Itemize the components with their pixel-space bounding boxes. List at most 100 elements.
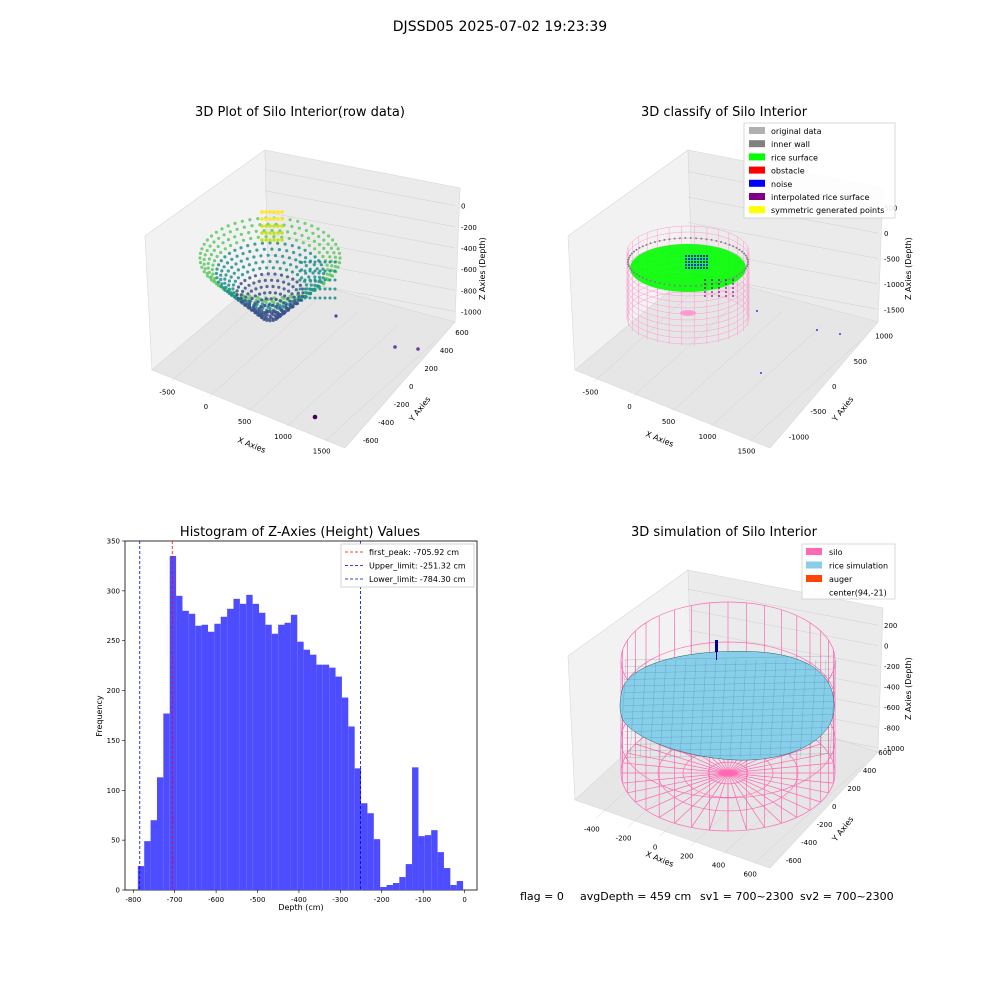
raw-point <box>308 296 312 300</box>
raw-point <box>325 272 329 276</box>
grid-line <box>687 588 879 626</box>
mesh-line <box>789 659 797 759</box>
raw-point <box>294 258 298 262</box>
raw-point <box>290 292 294 296</box>
panel-histogram-title: Histogram of Z-Axies (Height) Values <box>180 525 420 540</box>
inner-wall-point <box>627 263 630 266</box>
raw-point <box>271 313 275 317</box>
y-tick-label: 300 <box>107 587 120 595</box>
mesh-line <box>639 659 647 759</box>
silo-floor-ring <box>707 761 749 785</box>
raw-point <box>210 268 214 272</box>
raw-point <box>202 270 206 274</box>
raw-point <box>203 267 207 271</box>
outlier-point <box>334 314 338 318</box>
legend-swatch <box>806 575 822 582</box>
raw-point <box>300 233 304 238</box>
raw-point <box>259 305 264 309</box>
panel-histogram: Histogram of Z-Axies (Height) Values -80… <box>95 525 478 912</box>
sv1-text: sv1 = 700~2300 <box>700 890 794 903</box>
raw-point <box>224 273 228 277</box>
raw-point <box>254 229 258 233</box>
inner-wall-point <box>738 248 741 251</box>
grid-line <box>687 222 879 259</box>
raw-point <box>231 291 236 295</box>
raw-point <box>298 278 302 282</box>
inner-wall-point <box>630 269 633 272</box>
legend-box <box>743 122 896 219</box>
raw-point <box>273 291 277 295</box>
raw-point <box>230 257 234 261</box>
raw-point <box>303 296 307 300</box>
raw-point <box>321 267 325 271</box>
legend: first_peak: -705.92 cm Upper_limit: -251.… <box>340 543 475 588</box>
noise-point <box>694 255 696 257</box>
inner-wall-point <box>746 256 748 259</box>
raw-point <box>253 294 257 298</box>
interpolated-point <box>704 279 706 281</box>
legend-swatch <box>806 561 822 569</box>
raw-point <box>243 278 247 283</box>
inner-wall-point <box>632 250 635 253</box>
noise-point <box>700 261 702 263</box>
raw-point <box>265 284 269 289</box>
raw-point <box>241 252 245 256</box>
y-tick-labels: -1000 -500 0 500 1000 <box>789 333 893 442</box>
noise-point <box>700 255 702 257</box>
raw-point <box>225 261 230 265</box>
y-tick-labels: -600 -400 -200 0 200 400 600 <box>786 749 892 865</box>
raw-point <box>233 221 237 225</box>
raw-point <box>220 282 224 286</box>
raw-point <box>198 256 202 260</box>
raw-point-cloud <box>198 210 342 323</box>
legend-swatch <box>749 206 765 214</box>
raw-point <box>318 269 322 273</box>
histogram-bar <box>412 767 419 890</box>
mesh-line <box>799 659 807 759</box>
raw-point <box>318 296 322 300</box>
raw-point <box>243 298 247 303</box>
mesh-line <box>749 659 757 759</box>
y-tick-labels: 0 50 100 150 200 250 300 350 <box>107 538 125 895</box>
raw-point <box>322 238 326 242</box>
raw-point <box>229 275 233 279</box>
grid-line <box>286 325 398 426</box>
histogram-bar <box>316 664 323 890</box>
x-tick-labels: -800 -700 -600 -500 -400 -300 -200 -100 0 <box>125 890 467 904</box>
classified-points <box>627 237 749 297</box>
raw-point <box>287 282 291 286</box>
raw-point <box>252 308 256 312</box>
raw-point <box>249 289 253 293</box>
histogram-bar <box>239 603 247 890</box>
z-tick-label: -400 <box>461 245 477 253</box>
x-tick-label: 1500 <box>313 448 331 456</box>
histogram-bar <box>284 622 291 890</box>
raw-point <box>303 260 307 264</box>
panel-simulation-3d-title: 3D simulation of Silo Interior <box>631 525 818 540</box>
y-tick-label: 100 <box>107 787 120 795</box>
x-tick-label: -200 <box>616 835 632 843</box>
y-tick-label: 50 <box>111 837 120 845</box>
mesh-line <box>623 746 835 752</box>
interpolated-point <box>725 287 727 289</box>
y-axis-label: Y Axies <box>407 395 433 424</box>
silo-spoke <box>727 772 811 811</box>
raw-point <box>280 231 284 235</box>
inner-wall-point <box>741 250 744 253</box>
raw-point <box>260 238 264 242</box>
raw-point <box>270 278 274 282</box>
inner-wall-point <box>628 265 630 268</box>
raw-point <box>260 231 264 235</box>
x-tick-label: 1500 <box>738 448 756 456</box>
raw-point <box>211 272 215 276</box>
inner-wall-point <box>743 252 746 255</box>
raw-point <box>328 260 332 264</box>
raw-point <box>318 278 322 282</box>
noise-point <box>697 264 699 266</box>
silo-spoke <box>627 772 729 794</box>
raw-point <box>217 263 221 267</box>
y-tick-label: 0 <box>832 383 836 391</box>
raw-point <box>200 265 204 269</box>
raw-point <box>285 306 289 310</box>
raw-point <box>246 270 250 274</box>
